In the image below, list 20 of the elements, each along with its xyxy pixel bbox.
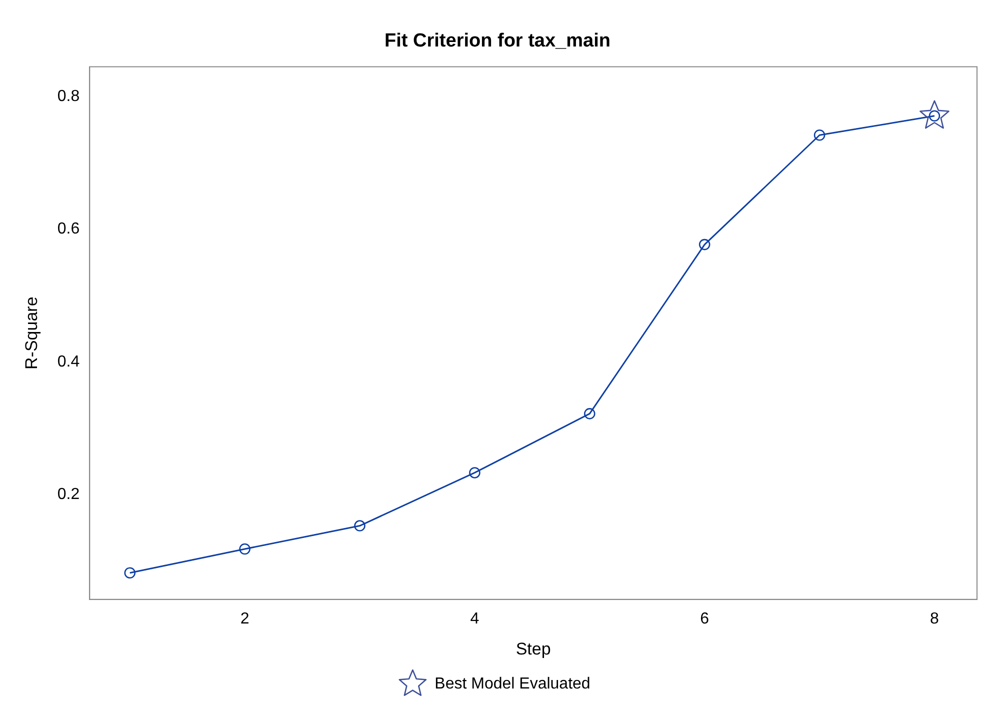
point [920, 100, 950, 129]
x-tick-label: 4 [470, 610, 480, 628]
chart-title: Fit Criterion for tax_main [384, 30, 610, 52]
point [814, 129, 826, 141]
point [124, 567, 136, 579]
y-tick-label: 0.4 [57, 353, 80, 370]
point [469, 467, 480, 478]
y-axis-title: R-Square [22, 296, 41, 370]
legend-label: Best Model Evaluated [434, 675, 590, 692]
y-tick-label: 0.8 [57, 88, 80, 106]
x-axis-title: Step [516, 639, 551, 658]
point [698, 238, 710, 250]
point [354, 520, 366, 532]
x-tick-label: 6 [700, 610, 710, 628]
point [239, 543, 250, 555]
y-tick-label: 0.2 [57, 486, 80, 504]
point [584, 408, 596, 420]
x-tick-label: 2 [240, 610, 250, 628]
y-tick-label: 0.6 [57, 220, 80, 238]
x-tick-label: 8 [930, 610, 940, 628]
